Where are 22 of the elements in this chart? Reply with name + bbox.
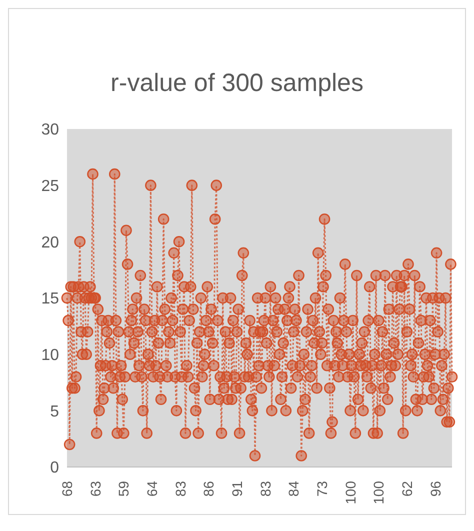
- x-tick-label: 100: [370, 480, 387, 504]
- x-tick-label: 83: [172, 480, 188, 497]
- x-tick-label: 59: [116, 480, 132, 497]
- chart-title: r-value of 300 samples: [110, 68, 364, 99]
- x-tick-label: 96: [427, 480, 444, 497]
- y-tick-label: 10: [41, 347, 60, 364]
- y-tick-label: 15: [41, 290, 60, 308]
- x-tick-label: 73: [314, 480, 330, 497]
- x-tick-label: 68: [59, 480, 75, 497]
- y-tick-label: 25: [41, 178, 60, 196]
- y-tick-label: 0: [50, 460, 60, 477]
- y-tick-label: 30: [41, 122, 60, 139]
- y-tick-label: 5: [50, 403, 60, 420]
- x-tick-label: 63: [87, 480, 104, 497]
- x-tick-label: 100: [342, 480, 358, 504]
- x-tick-label: 83: [257, 480, 274, 497]
- x-tick-label: 91: [228, 480, 245, 497]
- x-tick-label: 86: [200, 480, 217, 497]
- x-tick-label: 84: [286, 480, 302, 497]
- y-tick-label: 20: [41, 234, 60, 252]
- x-tick-label: 64: [144, 480, 160, 497]
- x-tick-label: 62: [398, 480, 415, 497]
